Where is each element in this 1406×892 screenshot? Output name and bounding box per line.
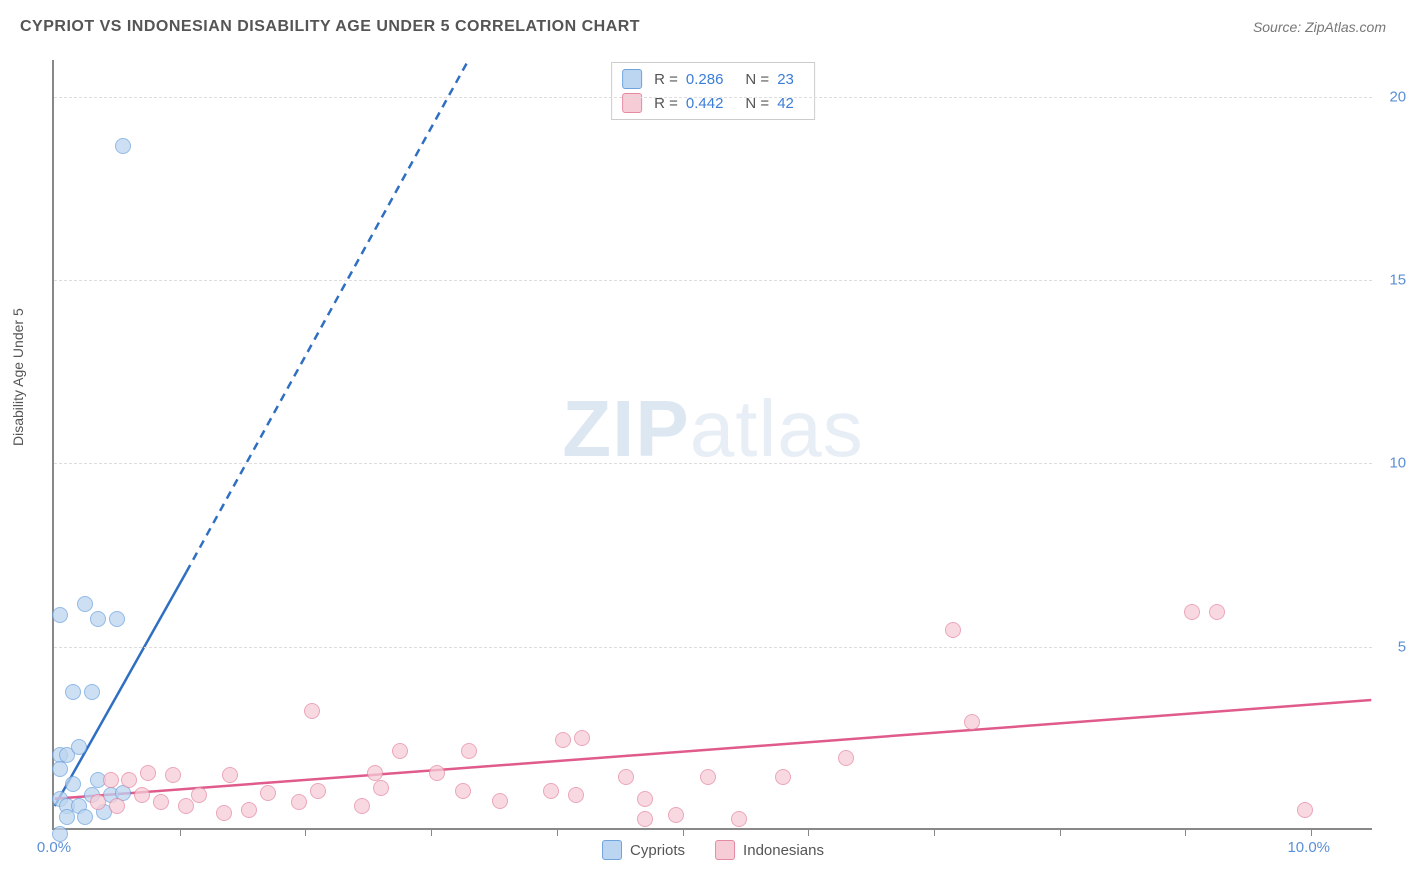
x-axis-origin-label: 0.0% xyxy=(37,839,71,856)
data-point xyxy=(574,730,590,746)
data-point xyxy=(1209,604,1225,620)
data-point xyxy=(637,811,653,827)
data-point xyxy=(77,596,93,612)
data-point xyxy=(115,138,131,154)
data-point xyxy=(178,798,194,814)
data-point xyxy=(492,793,508,809)
data-point xyxy=(65,684,81,700)
correlation-legend: R = 0.286 N = 23 R =0.442N =42 xyxy=(611,62,815,120)
y-tick-label: 20.0% xyxy=(1389,88,1406,105)
data-point xyxy=(1184,604,1200,620)
data-point xyxy=(775,769,791,785)
data-point xyxy=(260,785,276,801)
legend-label: Indonesians xyxy=(743,842,824,859)
data-point xyxy=(838,750,854,766)
data-point xyxy=(555,732,571,748)
watermark: ZIPatlas xyxy=(562,383,863,475)
data-point xyxy=(77,809,93,825)
gridline xyxy=(54,280,1372,281)
data-point xyxy=(455,783,471,799)
data-point xyxy=(84,684,100,700)
data-point xyxy=(291,794,307,810)
data-point xyxy=(165,767,181,783)
x-tick xyxy=(180,828,181,836)
y-tick-label: 15.0% xyxy=(1389,272,1406,289)
source-attribution: Source: ZipAtlas.com xyxy=(1253,19,1386,35)
y-axis-title: Disability Age Under 5 xyxy=(10,308,26,446)
data-point xyxy=(637,791,653,807)
x-axis-end-label: 10.0% xyxy=(1287,839,1330,856)
series-legend: Cypriots Indonesians xyxy=(602,840,824,860)
gridline xyxy=(54,97,1372,98)
data-point xyxy=(134,787,150,803)
x-tick xyxy=(431,828,432,836)
data-point xyxy=(429,765,445,781)
y-tick-label: 10.0% xyxy=(1389,455,1406,472)
data-point xyxy=(1297,802,1313,818)
x-tick xyxy=(683,828,684,836)
legend-swatch xyxy=(715,840,735,860)
data-point xyxy=(373,780,389,796)
data-point xyxy=(109,798,125,814)
chart-title: CYPRIOT VS INDONESIAN DISABILITY AGE UND… xyxy=(20,18,640,36)
data-point xyxy=(109,611,125,627)
data-point xyxy=(59,809,75,825)
data-point xyxy=(945,622,961,638)
x-tick xyxy=(557,828,558,836)
legend-row: R = 0.286 N = 23 xyxy=(622,67,804,91)
data-point xyxy=(153,794,169,810)
data-point xyxy=(216,805,232,821)
legend-swatch xyxy=(622,69,642,89)
legend-item: Indonesians xyxy=(715,840,824,860)
data-point xyxy=(964,714,980,730)
n-value: 23 xyxy=(777,71,794,88)
data-point xyxy=(543,783,559,799)
r-value: 0.286 xyxy=(686,71,724,88)
data-point xyxy=(310,783,326,799)
data-point xyxy=(90,611,106,627)
data-point xyxy=(65,776,81,792)
scatter-plot-area: ZIPatlas R =0.286N =23R =0.442N =42 0.0%… xyxy=(52,60,1372,830)
x-tick xyxy=(1060,828,1061,836)
x-tick xyxy=(1185,828,1186,836)
r-label: R = xyxy=(654,71,678,88)
data-point xyxy=(52,761,68,777)
gridline xyxy=(54,647,1372,648)
data-point xyxy=(140,765,156,781)
data-point xyxy=(52,826,68,842)
legend-item: Cypriots xyxy=(602,840,685,860)
legend-label: Cypriots xyxy=(630,842,685,859)
data-point xyxy=(71,739,87,755)
data-point xyxy=(618,769,634,785)
data-point xyxy=(191,787,207,803)
data-point xyxy=(241,802,257,818)
trend-lines xyxy=(54,60,1372,828)
gridline xyxy=(54,463,1372,464)
data-point xyxy=(568,787,584,803)
legend-row: R =0.442N =42 xyxy=(622,91,804,115)
n-label: N = xyxy=(745,71,769,88)
data-point xyxy=(700,769,716,785)
x-tick xyxy=(934,828,935,836)
data-point xyxy=(103,772,119,788)
data-point xyxy=(354,798,370,814)
data-point xyxy=(304,703,320,719)
x-tick xyxy=(1311,828,1312,836)
data-point xyxy=(222,767,238,783)
x-tick xyxy=(305,828,306,836)
data-point xyxy=(121,772,137,788)
x-tick xyxy=(808,828,809,836)
data-point xyxy=(90,794,106,810)
data-point xyxy=(52,607,68,623)
legend-swatch xyxy=(602,840,622,860)
data-point xyxy=(392,743,408,759)
y-tick-label: 5.0% xyxy=(1398,638,1406,655)
data-point xyxy=(731,811,747,827)
data-point xyxy=(367,765,383,781)
data-point xyxy=(461,743,477,759)
data-point xyxy=(668,807,684,823)
